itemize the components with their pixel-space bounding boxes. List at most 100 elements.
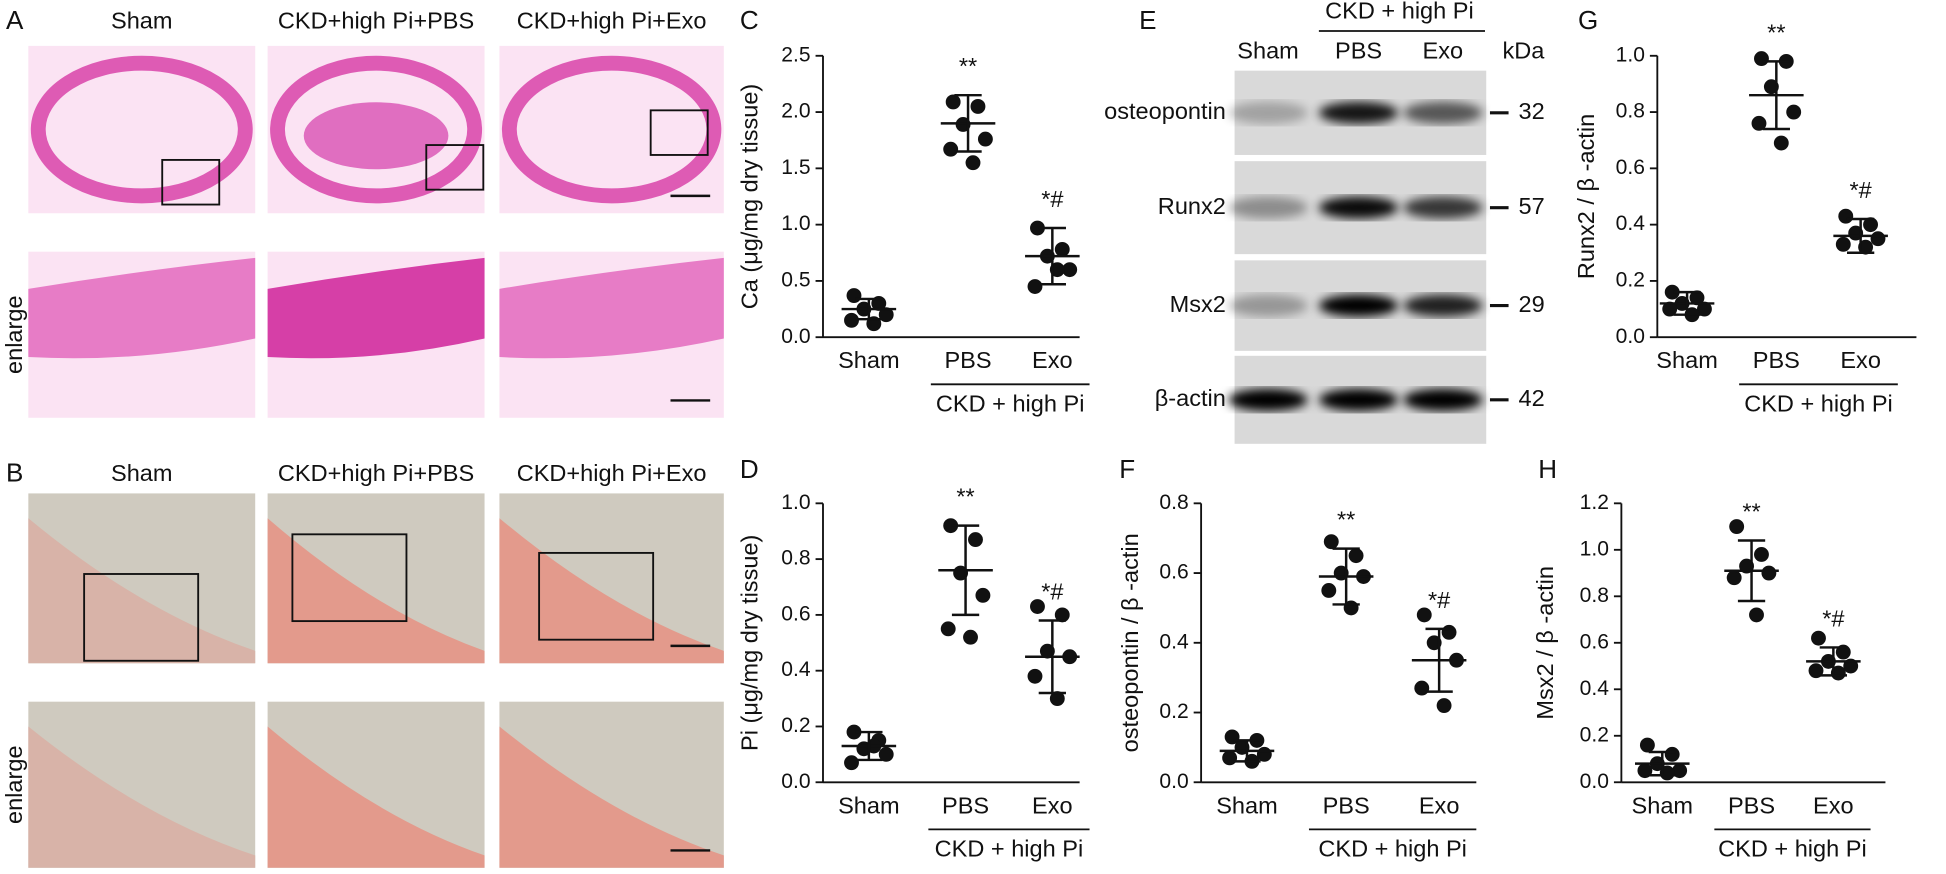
- data-point: [970, 99, 986, 114]
- data-point: [1664, 746, 1680, 762]
- band-label: Runx2: [1158, 193, 1226, 219]
- blot-band: [1228, 196, 1308, 219]
- data-point: [975, 587, 991, 603]
- significance-label: **: [1337, 507, 1355, 533]
- data-point: [965, 155, 981, 171]
- x-tick-label: Sham: [1216, 792, 1278, 818]
- y-tick-label: 2.5: [781, 43, 810, 66]
- data-point: [846, 288, 862, 303]
- blot-band: [1228, 294, 1308, 317]
- y-tick-label: 0.6: [1616, 156, 1645, 179]
- x-tick-label: Exo: [1813, 792, 1854, 818]
- column-label: CKD+high Pi+Exo: [517, 460, 707, 486]
- data-point: [1835, 236, 1851, 252]
- data-point: [1027, 279, 1043, 294]
- unit-label: kDa: [1502, 37, 1545, 63]
- blot-band: [1403, 101, 1483, 124]
- data-point: [943, 518, 959, 534]
- x-tick-label: Exo: [1032, 792, 1073, 818]
- data-point: [943, 141, 959, 157]
- blot-band: [1403, 388, 1483, 411]
- tissue-band: [267, 257, 485, 359]
- data-point: [1754, 547, 1769, 562]
- data-point: [945, 94, 961, 110]
- kda-label: 42: [1518, 385, 1544, 411]
- group-label: CKD + high Pi: [1744, 391, 1893, 417]
- tissue-band: [267, 518, 485, 664]
- blot-band: [1403, 294, 1483, 317]
- data-point: [1773, 135, 1789, 151]
- panel-letter: G: [1578, 5, 1598, 35]
- kda-label: 29: [1518, 291, 1544, 317]
- tissue-band: [28, 257, 256, 359]
- y-tick-label: 1.0: [781, 212, 810, 235]
- data-point: [1049, 691, 1065, 707]
- data-point: [1348, 548, 1364, 564]
- y-tick-label: 0.0: [1159, 770, 1188, 793]
- x-tick-label: PBS: [944, 347, 991, 373]
- y-tick-label: 0.4: [781, 658, 811, 681]
- blot-band: [1403, 196, 1483, 219]
- data-point: [1321, 583, 1337, 598]
- significance-label: *#: [1041, 186, 1063, 212]
- zoom-box: [291, 533, 408, 623]
- data-point: [1030, 599, 1045, 614]
- x-tick-label: PBS: [942, 792, 989, 818]
- x-tick-label: PBS: [1323, 792, 1370, 818]
- significance-label: **: [1767, 19, 1785, 45]
- y-tick-label: 0.2: [781, 714, 810, 737]
- data-point: [1441, 624, 1457, 640]
- data-point: [1030, 220, 1045, 236]
- significance-label: *#: [1041, 578, 1063, 604]
- data-point: [1754, 51, 1769, 67]
- zoom-box: [425, 144, 485, 191]
- y-tick-label: 1.2: [1580, 491, 1609, 514]
- data-point: [1749, 607, 1764, 623]
- y-tick-label: 1.5: [781, 156, 810, 179]
- column-label: Sham: [111, 460, 173, 486]
- x-tick-label: PBS: [1753, 347, 1800, 373]
- group-label: CKD + high Pi: [1718, 836, 1867, 862]
- x-tick-label: PBS: [1728, 792, 1775, 818]
- data-point: [1416, 607, 1432, 623]
- y-axis-label: Runx2 / β -actin: [1573, 114, 1599, 279]
- column-label: CKD+high Pi+PBS: [278, 460, 474, 486]
- vessel-wall: [270, 55, 483, 204]
- blot-band: [1318, 388, 1399, 411]
- band-label: osteopontin: [1104, 98, 1226, 124]
- vessel-wall: [501, 55, 722, 204]
- lane-label: Sham: [1237, 37, 1299, 63]
- y-tick-label: 0.6: [781, 602, 810, 625]
- zoom-box: [649, 109, 709, 156]
- panel-letter: H: [1538, 454, 1557, 484]
- group-label: CKD + high Pi: [936, 391, 1085, 417]
- zoom-box: [83, 573, 200, 662]
- data-point: [940, 621, 956, 637]
- x-tick-label: Exo: [1032, 347, 1073, 373]
- x-tick-label: Sham: [1656, 347, 1718, 373]
- x-tick-label: Sham: [1632, 792, 1694, 818]
- tissue-band: [267, 726, 485, 868]
- y-axis-label: Msx2 / β -actin: [1532, 566, 1558, 720]
- data-point: [1751, 115, 1767, 131]
- data-point: [1662, 301, 1678, 317]
- y-tick-label: 0.4: [1580, 677, 1610, 700]
- data-point: [1054, 241, 1070, 257]
- blot-band: [1228, 388, 1308, 411]
- kda-label: 57: [1518, 193, 1544, 219]
- data-point: [1414, 680, 1430, 696]
- column-label: CKD+high Pi+Exo: [517, 8, 707, 34]
- blot-band: [1228, 101, 1308, 124]
- micrograph: [499, 45, 724, 214]
- band-label: Msx2: [1170, 291, 1226, 317]
- zoom-box: [538, 551, 655, 641]
- data-point: [846, 724, 862, 740]
- lesion: [303, 102, 449, 170]
- data-point: [1436, 698, 1452, 713]
- y-tick-label: 1.0: [1580, 537, 1609, 560]
- panel-letter: B: [6, 458, 23, 488]
- tissue-band: [28, 726, 256, 868]
- blot-band: [1318, 196, 1399, 219]
- x-tick-label: Exo: [1419, 792, 1460, 818]
